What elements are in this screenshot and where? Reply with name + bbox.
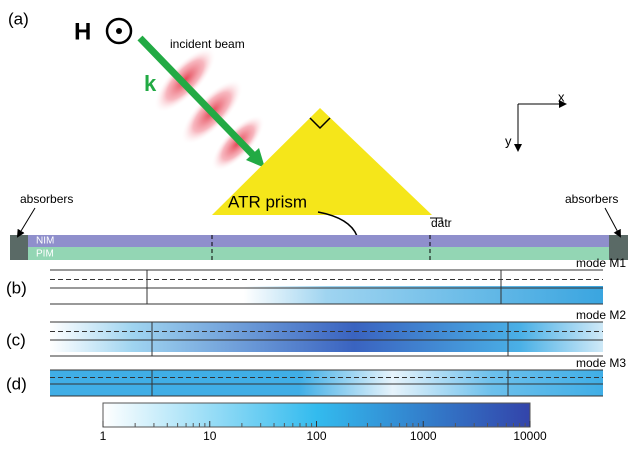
- field-label: H: [74, 18, 91, 45]
- tick-label: 10000: [513, 429, 547, 443]
- x-label: x: [558, 89, 565, 104]
- absorber-arrow: [18, 208, 35, 236]
- mode-label: mode M1: [576, 256, 626, 270]
- field-map: [50, 286, 603, 304]
- pim-layer: [10, 247, 628, 260]
- panel-label: (d): [6, 374, 27, 393]
- absorber: [10, 235, 28, 260]
- absorber-arrow: [605, 208, 620, 236]
- panel-label: (b): [6, 278, 27, 297]
- field-map: [50, 322, 603, 352]
- mode-label: mode M3: [576, 356, 626, 370]
- out-of-plane-dot: [116, 28, 122, 34]
- colorbar: 1 10 100 1000 10000: [100, 403, 547, 443]
- tick-label: 1000: [410, 429, 437, 443]
- figure: (a) H incident beam k ATR prism datr x y…: [0, 0, 629, 444]
- y-label: y: [505, 133, 512, 148]
- absorber-label: absorbers: [565, 192, 618, 206]
- gap-label: datr: [431, 216, 452, 230]
- mode-panels: (b) mode M1 (c) mode M2 (d) mode M3: [6, 256, 626, 396]
- prism-label: ATR prism: [228, 192, 307, 211]
- page: {"panels": [ {"label": "(a)", "field": "…: [0, 0, 629, 444]
- pointer: [318, 212, 357, 236]
- nim-layer: [10, 235, 628, 247]
- mode-label: mode M2: [576, 308, 626, 322]
- layer-label: PIM: [36, 249, 54, 260]
- beam-label: incident beam: [170, 37, 245, 51]
- tick-label: 1: [100, 429, 107, 443]
- tick-label: 100: [306, 429, 326, 443]
- panel-label: (c): [6, 330, 26, 349]
- panel-label: (a): [8, 9, 29, 28]
- k-label: k: [144, 71, 157, 96]
- absorber-label: absorbers: [20, 192, 73, 206]
- tick-label: 10: [203, 429, 217, 443]
- layer-label: NIM: [36, 236, 54, 247]
- field-map: [50, 370, 603, 396]
